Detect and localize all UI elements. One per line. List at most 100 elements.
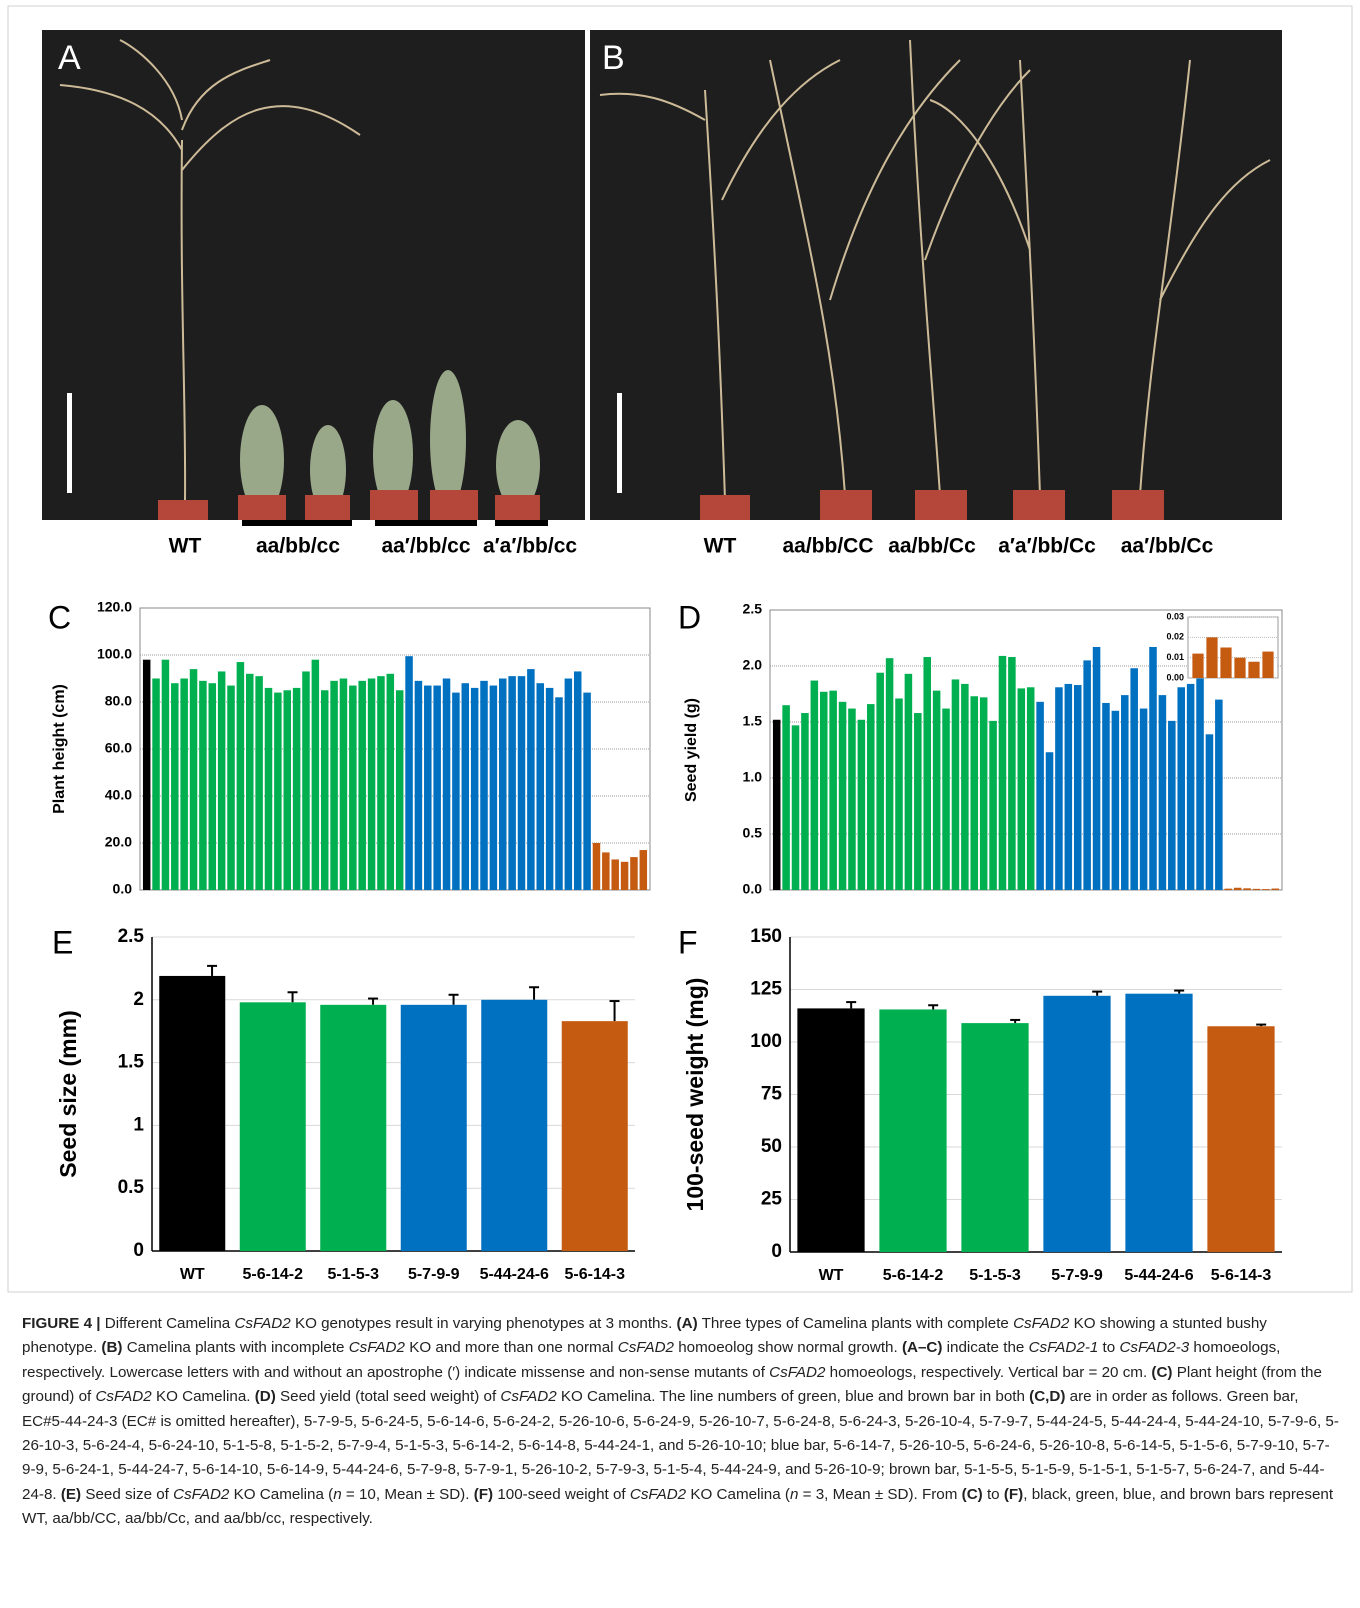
bar [914, 713, 922, 890]
bar [639, 850, 648, 890]
y-tick-label: 2.5 [743, 601, 763, 617]
y-tick-label: 40.0 [105, 787, 132, 803]
caption-run: (A) [676, 1315, 698, 1332]
y-tick-label: 0.5 [118, 1177, 145, 1198]
bar [801, 713, 809, 890]
caption-run: (F) [473, 1485, 494, 1503]
bar [970, 696, 979, 890]
scale-bar [617, 393, 622, 493]
bar [1196, 657, 1204, 890]
caption-run: CsFAD2 [769, 1363, 826, 1381]
bar [1224, 888, 1233, 890]
caption-run: Seed yield (total seed weight) of [275, 1388, 501, 1406]
bar [620, 861, 629, 890]
bar [171, 683, 179, 890]
x-tick-label: 5-6-14-2 [883, 1267, 944, 1284]
bar [302, 671, 310, 890]
y-tick-label: 80.0 [105, 693, 132, 709]
inset-bar [1220, 647, 1232, 678]
bar [1092, 646, 1101, 890]
bar [246, 673, 254, 890]
bar [1205, 734, 1214, 890]
genotype-label: aa′/bb/cc [381, 535, 470, 558]
bar [159, 975, 226, 1251]
bar [292, 687, 301, 890]
scale-bar [67, 393, 72, 493]
bar [857, 719, 866, 890]
bar [367, 678, 376, 890]
bar [879, 1009, 947, 1252]
caption-run: KO genotypes result in varying phenotype… [290, 1315, 677, 1332]
y-tick-label: 20.0 [105, 834, 132, 850]
bar [255, 676, 263, 890]
inset-bar [1234, 657, 1246, 678]
bar [349, 685, 357, 890]
caption-run: FIGURE 4 | [22, 1315, 101, 1332]
y-tick-label: 120.0 [97, 599, 132, 615]
bar [611, 859, 619, 890]
bar [989, 720, 997, 890]
bar [320, 1004, 387, 1251]
bar [561, 1021, 628, 1251]
caption-run: KO showing a stunted bushy phenotype. [22, 1315, 1267, 1357]
genotype-label: aa/bb/cc [256, 535, 340, 558]
caption-run: (A–C) [901, 1339, 943, 1357]
bar [867, 704, 875, 890]
panel-label: D [678, 599, 701, 635]
bar [564, 678, 573, 890]
caption-run: (E) [60, 1485, 82, 1503]
caption-run: CsFAD2 [617, 1339, 674, 1357]
bar [527, 669, 535, 890]
bar [274, 692, 282, 890]
y-tick-label: 1 [133, 1114, 144, 1135]
bar [923, 657, 931, 890]
inset-tick-label: 0.01 [1166, 652, 1184, 662]
caption-run: CsFAD2 [1013, 1315, 1070, 1332]
bar [1233, 887, 1242, 890]
bar [630, 857, 638, 890]
bar [536, 683, 544, 890]
y-tick-label: 25 [761, 1189, 783, 1210]
caption-run: are in order as follows. Green bar, EC#5… [22, 1388, 1339, 1503]
bar [452, 692, 460, 890]
bar [797, 1008, 865, 1252]
bar [508, 676, 516, 890]
caption-run: Plant height (from the ground) of [22, 1363, 1322, 1406]
y-tick-label: 2.0 [743, 657, 763, 673]
bar [433, 685, 441, 890]
genotype-label: aa′/bb/Cc [1121, 535, 1214, 558]
bar [1036, 701, 1044, 890]
caption-run: homoeologs, respectively. Lowercase lett… [22, 1339, 1281, 1381]
bar [339, 678, 348, 890]
bar [208, 683, 217, 890]
y-tick-label: 60.0 [105, 740, 132, 756]
bar [545, 687, 554, 890]
inset-bar [1262, 651, 1274, 678]
bar [885, 658, 894, 890]
bar [358, 680, 366, 890]
pots [158, 490, 540, 520]
caption-run: 100-seed weight of [493, 1485, 630, 1503]
caption: FIGURE 4 | Different Camelina CsFAD2 KO … [22, 1312, 1340, 1532]
bar [1111, 710, 1120, 890]
bar [602, 852, 610, 890]
genotype-label: a′a′/bb/cc [483, 535, 577, 558]
bar [782, 705, 790, 890]
bar [838, 701, 847, 890]
bar [876, 672, 884, 890]
caption-run: CsFAD2 [348, 1339, 405, 1357]
genotype-label: aa/bb/Cc [888, 535, 976, 558]
bar [189, 669, 198, 890]
figure: A B WT aa/bb/cc aa′/bb/cc a′a′/bb/cc WT … [7, 5, 1353, 1293]
caption-run: (C,D) [1029, 1388, 1066, 1406]
bar [517, 676, 526, 890]
x-tick-label: 5-1-5-3 [969, 1267, 1021, 1284]
bar [1026, 687, 1035, 890]
bar [1215, 699, 1223, 890]
bar [377, 676, 385, 890]
bar [1055, 687, 1063, 890]
plot-frame [139, 607, 651, 891]
bar [1177, 687, 1185, 890]
caption-run: Three types of Camelina plants with comp… [697, 1315, 1014, 1332]
